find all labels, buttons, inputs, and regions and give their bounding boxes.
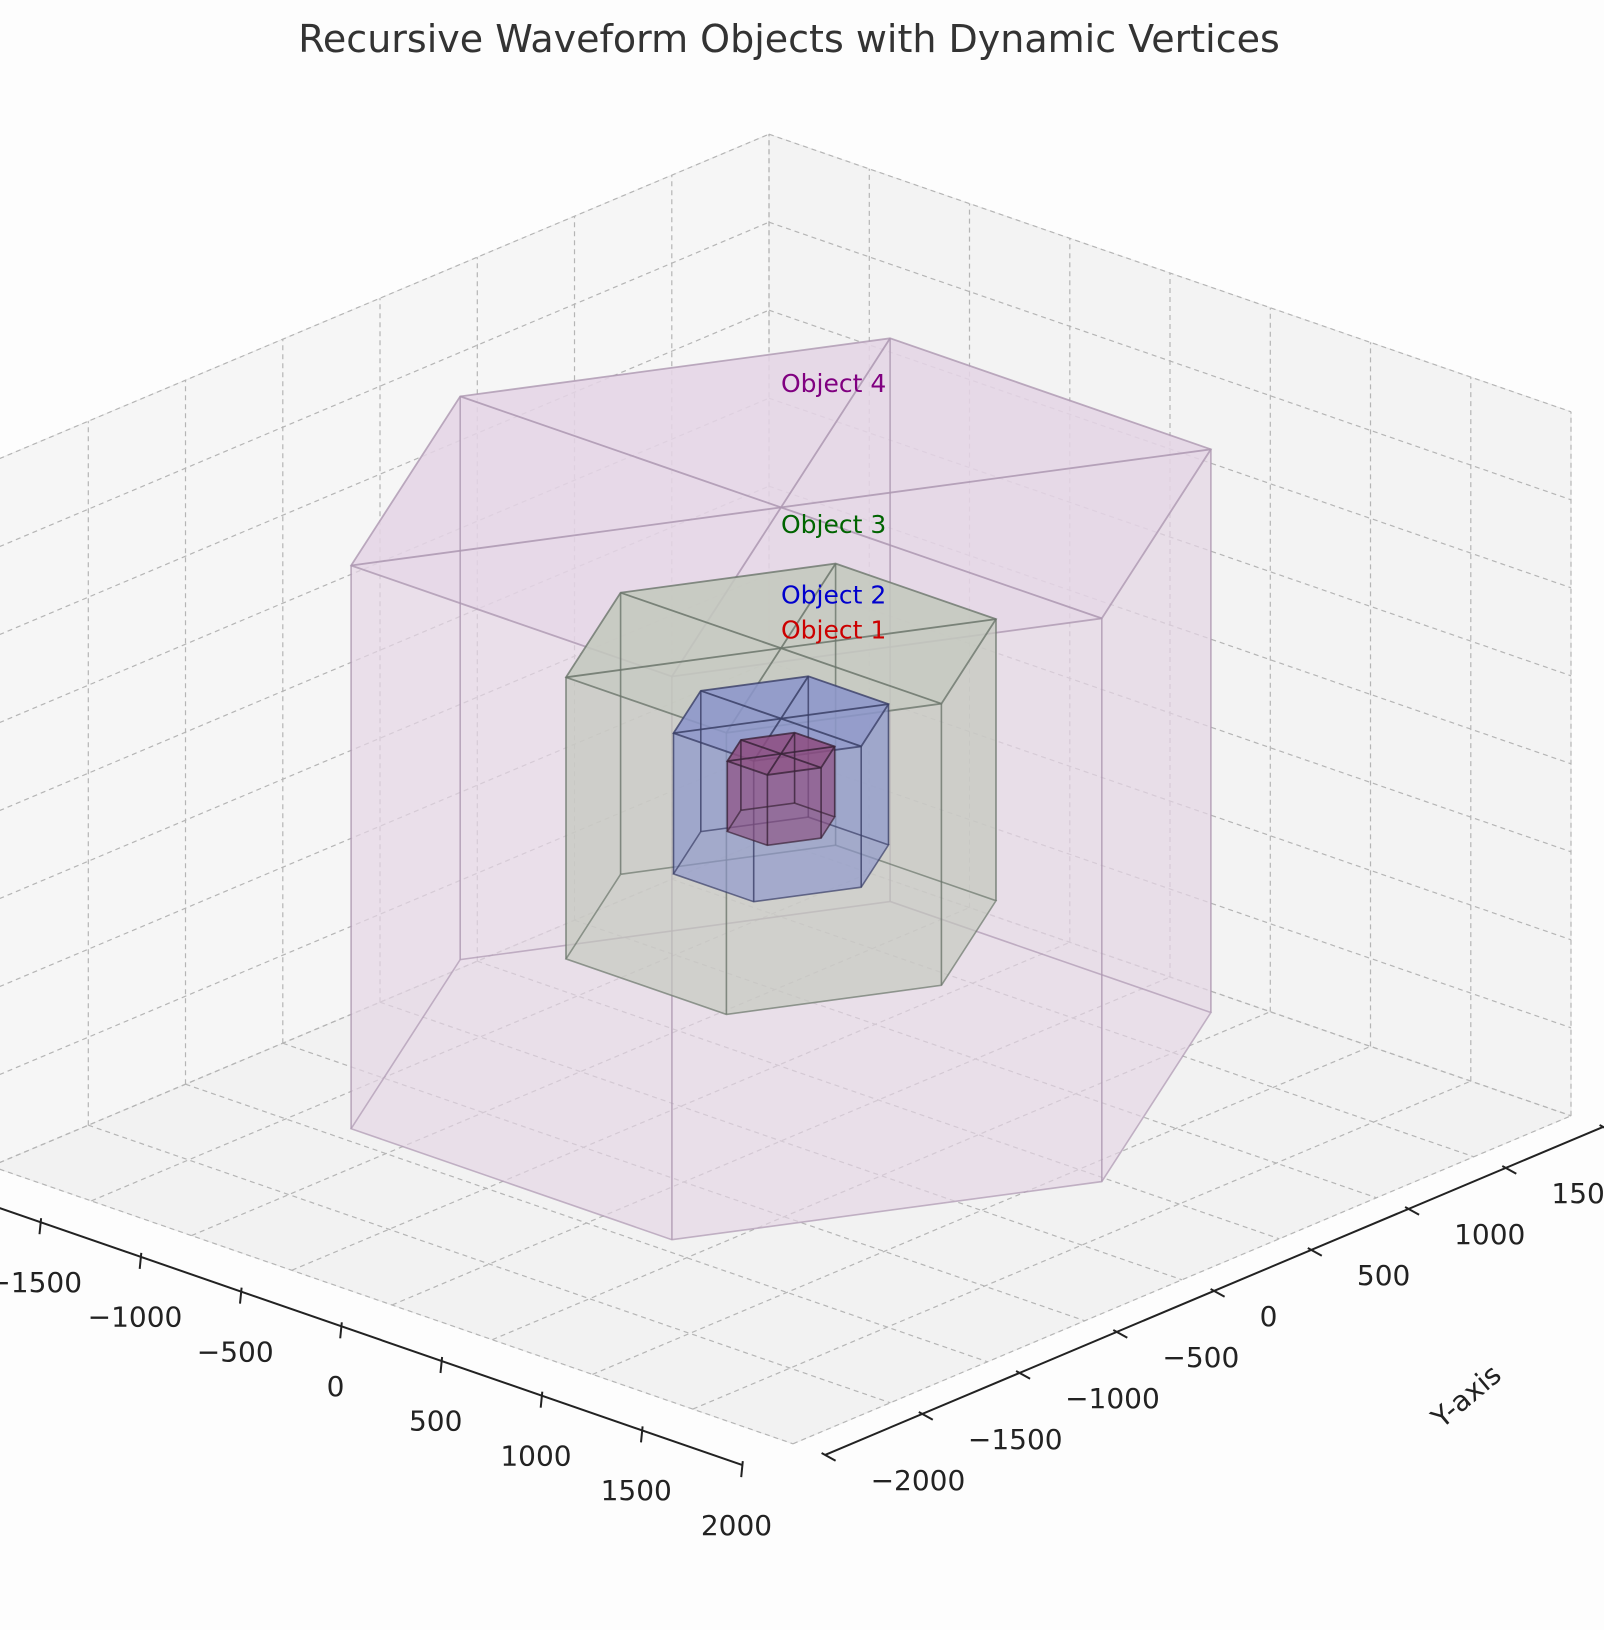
z-grid-left <box>0 837 770 1164</box>
x-axis-tick-label: 2000 <box>701 1509 772 1542</box>
y-axis-tick-label: −1500 <box>968 1423 1063 1456</box>
x-axis-tick <box>38 1218 43 1235</box>
object-2-label: Object 3 <box>781 510 886 539</box>
x-axis-tick <box>239 1287 243 1304</box>
y-axis-tick <box>1307 1247 1323 1257</box>
y-grid-floor <box>671 878 1474 1158</box>
z-grid-left <box>0 221 770 548</box>
axes: −2000−1500−1000−5000500100015002000−2000… <box>0 1124 1604 1542</box>
object-3-label: Object 2 <box>781 580 886 609</box>
y-grid-floor <box>0 1168 794 1445</box>
z-grid-back <box>768 661 1572 941</box>
y-axis-tick-label: −2000 <box>871 1464 966 1497</box>
x-axis-tick <box>539 1391 544 1408</box>
object-labels: Object 4 Object 3 Object 2 Object 1 <box>781 369 886 644</box>
x-grid-floor <box>492 1011 1271 1341</box>
x-grid-floor <box>291 941 1071 1271</box>
object-4-prism <box>725 731 837 847</box>
y-grid-floor <box>88 1124 891 1404</box>
x-axis-tick <box>640 1426 644 1443</box>
y-grid-floor <box>477 960 1280 1240</box>
z-grid-back <box>768 573 1572 853</box>
side-face <box>727 761 768 846</box>
y-grid-floor <box>574 919 1377 1199</box>
y-axis-tick <box>1404 1206 1420 1216</box>
y-axis-tick-label: 1000 <box>1454 1218 1525 1251</box>
x-axis-tick-label: −1500 <box>0 1266 82 1299</box>
bottom-face <box>727 803 835 846</box>
y-axis-tick <box>1501 1165 1517 1175</box>
y-axis-tick-label: 1500 <box>1551 1177 1604 1210</box>
z-grid-back <box>768 837 1572 1117</box>
y-axis-tick-label: 500 <box>1357 1259 1410 1292</box>
side-face <box>861 704 889 888</box>
y-axis-tick <box>918 1411 934 1421</box>
grid-lines <box>0 133 1572 1445</box>
x-axis-tick-label: 1500 <box>601 1474 672 1507</box>
object-4-label: Object 1 <box>781 616 886 645</box>
side-face <box>767 767 822 846</box>
bottom-outline <box>564 844 998 1016</box>
y-grid-floor <box>185 1083 988 1363</box>
z-grid-back <box>768 749 1572 1029</box>
z-grid-back <box>768 221 1572 501</box>
x-grid-floor <box>592 1045 1371 1375</box>
z-grid-back <box>768 397 1572 677</box>
side-face <box>1101 449 1211 1182</box>
z-grid-left <box>0 309 770 636</box>
x-axis-tick <box>740 1461 744 1478</box>
z-grid-back <box>768 485 1572 765</box>
z-grid-left <box>0 133 770 460</box>
side-face <box>351 565 672 1240</box>
y-axis-tick-label: 0 <box>1260 1300 1278 1333</box>
object-2-prism <box>564 562 998 1016</box>
y-axis-tick-label: −500 <box>1162 1341 1239 1374</box>
x-grid-floor <box>91 872 870 1202</box>
side-face <box>941 619 996 986</box>
y-axis-tick <box>1112 1329 1128 1339</box>
side-face <box>673 733 754 902</box>
top-spoke <box>766 732 796 776</box>
y-axis-label: Y-axis <box>1424 1358 1507 1435</box>
bottom-outline <box>672 816 890 903</box>
bottom-face <box>566 845 996 1015</box>
side-face <box>566 677 727 1015</box>
bottom-face <box>673 817 889 902</box>
x-axis-tick-label: −1000 <box>88 1301 183 1334</box>
x-grid-floor <box>692 1080 1472 1410</box>
side-face <box>726 703 942 1015</box>
waveform-objects <box>349 337 1213 1241</box>
z-grid-left <box>0 749 770 1076</box>
x-axis-tick <box>339 1322 343 1339</box>
object-1-label: Object 4 <box>781 369 886 398</box>
x-axis-tick-label: 1000 <box>500 1439 571 1472</box>
chart-title: Recursive Waveform Objects with Dynamic … <box>298 17 1280 61</box>
z-grid-back <box>768 133 1572 413</box>
x-axis-tick-label: 0 <box>327 1370 345 1403</box>
x-grid-floor <box>391 976 1171 1306</box>
bottom-outline <box>349 900 1213 1241</box>
bottom-face <box>351 901 1211 1240</box>
x-grid-floor <box>191 907 970 1237</box>
y-axis-tick <box>1599 1124 1604 1129</box>
y-grid-floor <box>379 1001 1183 1281</box>
y-axis-tick <box>1210 1288 1226 1298</box>
x-axis-tick <box>138 1252 143 1269</box>
x-axis-tick <box>439 1356 444 1374</box>
y-axis-tick <box>821 1452 837 1462</box>
x-axis-tick-label: −500 <box>197 1335 274 1368</box>
y-grid-floor <box>282 1042 1085 1322</box>
y-axis-tick <box>1015 1370 1031 1380</box>
x-axis-tick-label: 500 <box>409 1405 462 1438</box>
z-grid-left <box>0 661 770 988</box>
x-grid-floor <box>792 1115 1572 1445</box>
y-axis-tick-label: −1000 <box>1065 1382 1160 1415</box>
bottom-outline <box>726 802 836 847</box>
